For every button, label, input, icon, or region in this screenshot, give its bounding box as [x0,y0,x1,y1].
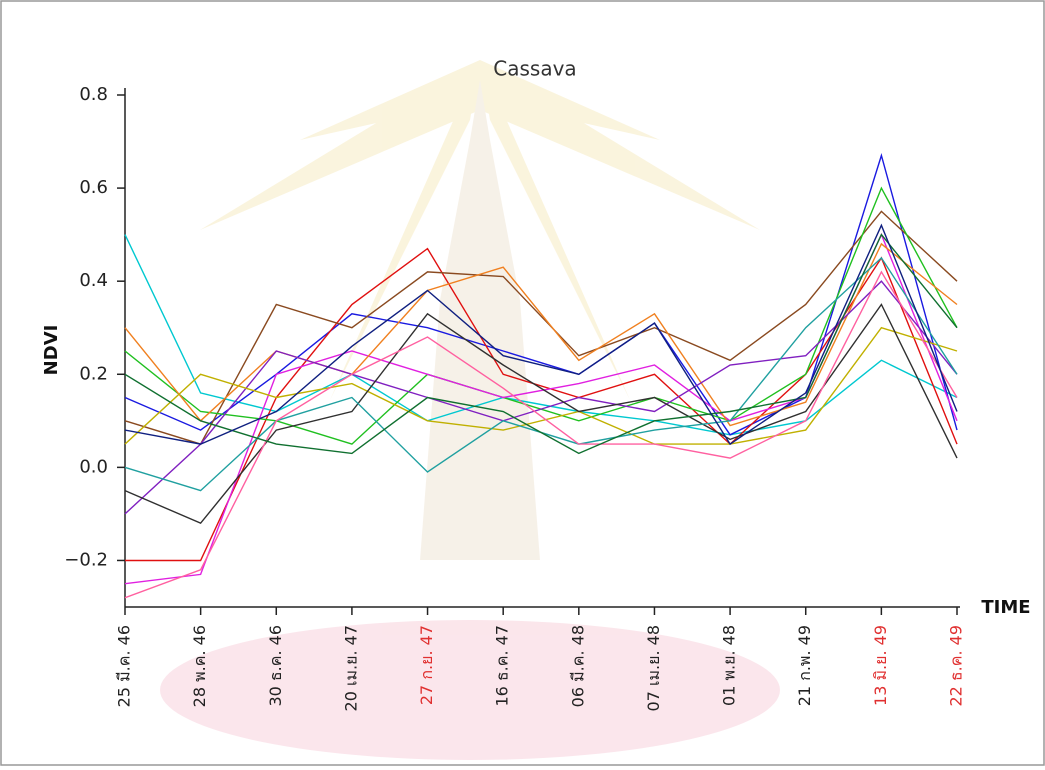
x-tick-label: 25 มี.ค. 46 [115,625,134,707]
x-tick-label: 13 มิ.ย. 49 [871,625,890,706]
y-axis-label: NDVI [41,325,62,376]
y-tick-label: 0.4 [79,270,108,291]
y-tick-label: 0.6 [79,177,108,198]
x-tick-label: 06 มี.ค. 48 [568,625,587,707]
chart-title: Cassava [493,57,576,81]
x-tick-label: 01 พ.ย. 48 [720,625,739,706]
x-tick-label: 21 ก.พ. 49 [795,625,814,706]
y-tick-label: 0.0 [79,456,108,477]
x-tick-label: 07 เม.ย. 48 [644,625,663,711]
page: {"chart_data": { "type": "line", "title"… [0,0,1045,766]
y-tick-label: 0.8 [79,84,108,105]
x-tick-label: 16 ธ.ค. 47 [493,625,512,707]
x-tick-label: 20 เม.ย. 47 [341,625,360,711]
y-tick-label: −0.2 [64,549,108,570]
x-axis-label: TIME [981,597,1030,618]
x-tick-label: 30 ธ.ค. 46 [266,625,285,707]
watermark-ellipse [160,620,780,760]
chart: Cassava NDVI TIME −0.2 0.0 0.2 0.4 0.6 0.8 25 … [0,0,1045,766]
x-tick-label: 22 ธ.ค. 49 [947,625,966,707]
x-tick-label: 28 พ.ค. 46 [190,625,209,707]
x-tick-label: 27 ก.ย. 47 [417,625,436,705]
y-tick-label: 0.2 [79,363,108,384]
